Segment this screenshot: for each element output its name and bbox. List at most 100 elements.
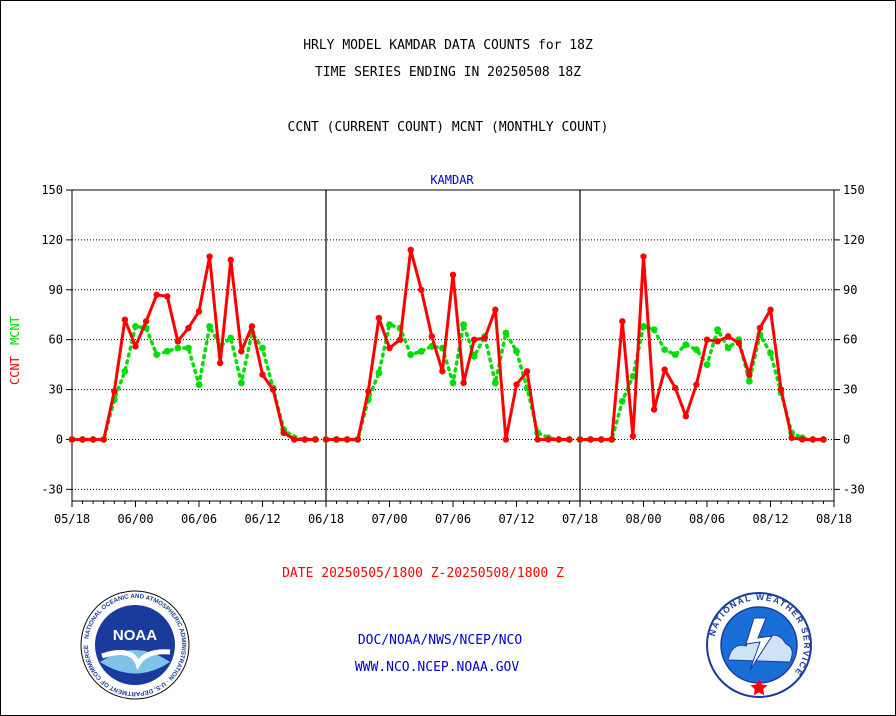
data-point-ccnt <box>799 436 806 443</box>
data-point-ccnt <box>375 314 383 322</box>
data-point-ccnt <box>481 334 488 342</box>
data-point-ccnt <box>714 338 721 345</box>
data-point-ccnt <box>788 434 795 442</box>
data-point-ccnt <box>703 336 711 343</box>
series-line-ccnt <box>70 255 317 441</box>
data-point-ccnt <box>386 344 393 352</box>
panel-title: KAMDAR <box>430 173 474 187</box>
y-tick-label-left: 90 <box>49 283 63 297</box>
chart-title-line-1: HRLY MODEL KAMDAR DATA COUNTS for 18Z <box>303 38 593 53</box>
data-point-mcnt <box>163 347 171 355</box>
x-tick-label: 06/06 <box>181 512 217 526</box>
data-point-mcnt <box>121 367 129 375</box>
org-label: DOC/NOAA/NWS/NCEP/NCO <box>357 633 523 648</box>
x-tick-label: 08/12 <box>752 512 788 526</box>
data-point-ccnt <box>248 323 256 330</box>
x-tick-label: 08/00 <box>625 512 661 526</box>
y-tick-label-left: 120 <box>41 233 63 247</box>
data-point-mcnt <box>703 361 711 369</box>
data-point-ccnt <box>502 436 510 443</box>
data-point-mcnt <box>407 351 415 359</box>
data-point-ccnt <box>597 436 605 443</box>
data-point-mcnt <box>513 347 520 355</box>
data-point-ccnt <box>68 436 76 443</box>
y-tick-label-right: 30 <box>843 383 857 397</box>
x-tick-label: 06/18 <box>308 512 344 526</box>
data-point-ccnt <box>809 436 817 443</box>
y-tick-label-left: -30 <box>41 482 63 496</box>
data-point-ccnt <box>724 333 732 340</box>
data-point-mcnt <box>386 321 393 329</box>
x-tick-label: 08/06 <box>689 512 725 526</box>
data-point-ccnt <box>89 436 97 443</box>
data-point-mcnt <box>449 379 457 387</box>
nws-logo: NATIONAL WEATHER SERVICE <box>706 592 812 698</box>
data-point-mcnt <box>640 322 647 330</box>
chart-title-line-2: TIME SERIES ENDING IN 20250508 18Z <box>314 65 582 80</box>
data-point-mcnt <box>460 321 467 329</box>
data-point-ccnt <box>280 429 287 437</box>
data-point-ccnt <box>121 316 129 323</box>
data-point-mcnt <box>227 334 235 342</box>
data-point-ccnt <box>206 253 213 260</box>
y-tick-label-left: 60 <box>49 333 63 347</box>
y-tick-label-right: 120 <box>843 233 865 247</box>
series-line-ccnt <box>324 248 571 441</box>
data-point-ccnt <box>132 343 139 350</box>
data-point-ccnt <box>661 366 668 373</box>
data-point-mcnt <box>259 344 266 352</box>
data-point-ccnt <box>608 436 615 443</box>
series-line-ccnt <box>578 255 825 441</box>
x-tick-label: 06/00 <box>117 512 153 526</box>
data-point-mcnt <box>195 381 203 388</box>
data-point-ccnt <box>227 256 234 264</box>
data-point-ccnt <box>153 291 160 298</box>
data-point-ccnt <box>216 359 224 367</box>
data-point-mcnt <box>502 329 510 337</box>
data-point-ccnt <box>513 381 520 388</box>
data-point-ccnt <box>333 436 340 443</box>
data-point-mcnt <box>470 352 478 360</box>
data-point-ccnt <box>365 388 372 395</box>
data-point-mcnt <box>767 349 774 357</box>
data-point-ccnt <box>439 368 446 375</box>
data-point-mcnt <box>417 347 425 355</box>
data-point-ccnt <box>587 436 594 443</box>
data-point-ccnt <box>820 436 827 443</box>
y-tick-label-right: -30 <box>843 482 865 496</box>
data-point-ccnt <box>640 253 647 260</box>
y-tick-label-right: 150 <box>843 183 865 197</box>
y-tick-label-left: 150 <box>41 183 63 197</box>
data-point-mcnt <box>237 379 245 387</box>
data-point-mcnt <box>650 326 658 334</box>
y-label-ccnt: CCNT <box>8 356 22 385</box>
data-point-mcnt <box>724 344 732 352</box>
data-point-ccnt <box>449 271 457 279</box>
data-point-ccnt <box>195 308 203 315</box>
data-point-ccnt <box>428 333 436 340</box>
data-point-mcnt <box>661 346 669 354</box>
y-tick-label-right: 60 <box>843 333 857 347</box>
data-point-mcnt <box>132 322 139 330</box>
data-point-ccnt <box>407 246 414 254</box>
time-series-chart: KAMDAR CCNT MCNT -30 -30 0 0 30 30 60 60 90 90 120… <box>8 173 865 526</box>
data-point-mcnt <box>185 344 192 352</box>
data-point-ccnt <box>185 324 192 332</box>
data-point-mcnt <box>206 322 213 330</box>
y-label-mcnt: MCNT <box>8 316 22 345</box>
data-point-ccnt <box>629 432 637 440</box>
data-point-ccnt <box>174 338 182 345</box>
data-point-mcnt <box>745 377 753 385</box>
data-point-ccnt <box>767 306 774 313</box>
chart-subtitle: CCNT (CURRENT COUNT) MCNT (MONTHLY COUNT… <box>287 120 609 135</box>
data-point-ccnt <box>238 348 245 355</box>
data-point-ccnt <box>396 336 404 343</box>
data-point-ccnt <box>142 318 150 325</box>
data-point-ccnt <box>534 436 541 443</box>
website-label: WWW.NCO.NCEP.NOAA.GOV <box>354 660 520 675</box>
data-point-ccnt <box>343 436 351 443</box>
x-tick-label: 06/12 <box>244 512 280 526</box>
data-point-ccnt <box>269 386 277 393</box>
data-point-mcnt <box>693 346 700 354</box>
data-point-ccnt <box>523 368 531 375</box>
